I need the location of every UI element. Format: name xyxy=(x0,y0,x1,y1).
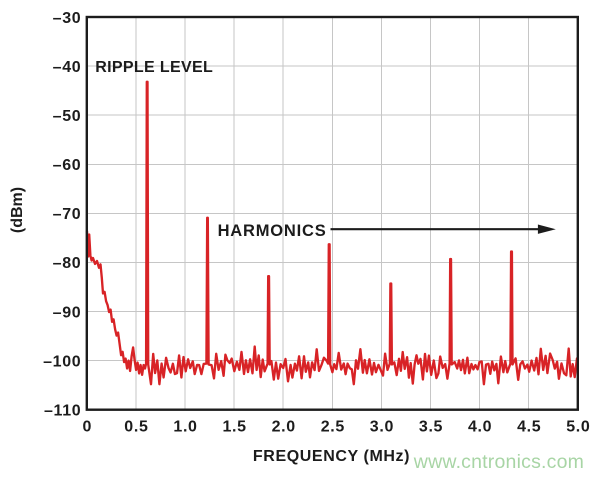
svg-text:2.5: 2.5 xyxy=(321,419,345,436)
svg-text:–50: –50 xyxy=(53,108,82,125)
svg-text:–70: –70 xyxy=(53,206,82,223)
svg-text:(dBm): (dBm) xyxy=(9,187,26,233)
svg-text:5.0: 5.0 xyxy=(566,419,590,436)
svg-text:–110: –110 xyxy=(44,403,81,420)
svg-text:–100: –100 xyxy=(43,353,81,370)
svg-text:3.0: 3.0 xyxy=(370,419,394,436)
svg-text:–40: –40 xyxy=(53,59,82,76)
svg-text:FREQUENCY (MHz): FREQUENCY (MHz) xyxy=(253,448,410,465)
svg-text:2.0: 2.0 xyxy=(272,419,296,436)
svg-text:–60: –60 xyxy=(53,157,82,174)
svg-text:www.cntronics.com: www.cntronics.com xyxy=(413,451,584,473)
svg-text:–80: –80 xyxy=(53,255,82,272)
svg-text:HARMONICS: HARMONICS xyxy=(218,222,327,240)
svg-text:1.5: 1.5 xyxy=(222,419,246,436)
svg-text:0: 0 xyxy=(83,419,93,436)
svg-text:4.0: 4.0 xyxy=(468,419,492,436)
svg-text:0.5: 0.5 xyxy=(124,419,148,436)
svg-text:–30: –30 xyxy=(53,10,82,27)
svg-text:1.0: 1.0 xyxy=(173,419,197,436)
svg-text:RIPPLE LEVEL: RIPPLE LEVEL xyxy=(95,59,213,76)
svg-text:4.5: 4.5 xyxy=(517,419,541,436)
svg-text:3.5: 3.5 xyxy=(419,419,443,436)
svg-text:–90: –90 xyxy=(53,304,82,321)
